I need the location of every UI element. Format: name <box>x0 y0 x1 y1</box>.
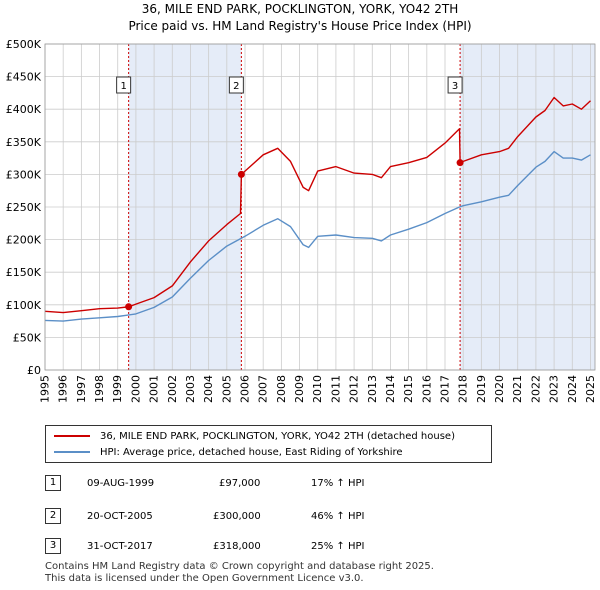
hpi-series-line <box>44 150 591 322</box>
y-tick-label: £450K <box>6 71 42 84</box>
transaction-date: 20-OCT-2005 <box>87 511 153 522</box>
x-tick-label: 2009 <box>293 375 306 403</box>
x-tick-label: 2017 <box>439 375 452 403</box>
transaction-date: 31-OCT-2017 <box>87 541 153 552</box>
y-tick-label: £100K <box>6 299 42 312</box>
x-tick-label: 2015 <box>402 375 415 403</box>
y-tick-label: £200K <box>6 234 42 247</box>
x-tick-label: 2005 <box>220 375 233 403</box>
sale-label-3: 3 <box>452 81 458 92</box>
x-tick-label: 2013 <box>366 375 379 403</box>
x-tick-label: 2003 <box>184 375 197 403</box>
x-tick-label: 2023 <box>548 375 561 403</box>
y-tick-label: £150K <box>6 266 42 279</box>
x-tick-label: 2020 <box>493 375 506 403</box>
sale-point-1 <box>125 303 133 311</box>
x-tick-label: 2010 <box>311 375 324 403</box>
y-tick-label: £400K <box>6 103 42 116</box>
x-tick-label: 1996 <box>57 375 70 403</box>
sale-label-box-2 <box>228 76 244 94</box>
transaction-hpi: 17% ↑ HPI <box>311 478 365 489</box>
chart-subtitle: Price paid vs. HM Land Registry's House … <box>128 19 472 33</box>
legend-swatch-hpi <box>54 451 90 453</box>
x-tick-label: 2000 <box>129 375 142 403</box>
x-tick-label: 2019 <box>475 375 488 403</box>
chart-legend: 36, MILE END PARK, POCKLINGTON, YORK, YO… <box>45 425 492 463</box>
sale-label-1: 1 <box>120 81 126 92</box>
sale-point-3 <box>456 159 464 167</box>
x-tick-label: 2011 <box>329 375 342 403</box>
x-tick-label: 2024 <box>566 375 579 403</box>
x-tick-label: 1995 <box>39 375 52 403</box>
transaction-number: 2 <box>45 508 61 524</box>
legend-label-property: 36, MILE END PARK, POCKLINGTON, YORK, YO… <box>100 430 455 442</box>
x-tick-label: 2001 <box>148 375 161 403</box>
y-tick-label: £500K <box>6 38 42 51</box>
y-tick-label: £0 <box>27 364 41 377</box>
legend-item-property: 36, MILE END PARK, POCKLINGTON, YORK, YO… <box>54 428 455 444</box>
x-tick-label: 2022 <box>529 375 542 403</box>
sale-point-2 <box>237 170 245 178</box>
sale-label-box-3 <box>447 76 463 94</box>
transaction-hpi: 46% ↑ HPI <box>311 511 365 522</box>
price-chart: £0 £50K £100K £150K £200K £250K £300K £350K £400… <box>6 38 597 403</box>
transaction-price: £318,000 <box>213 541 261 552</box>
sale-label-2: 2 <box>233 81 239 92</box>
transaction-number: 1 <box>45 475 61 491</box>
x-tick-label: 1997 <box>75 375 88 403</box>
chart-title: 36, MILE END PARK, POCKLINGTON, YORK, YO… <box>141 2 459 16</box>
legend-label-hpi: HPI: Average price, detached house, East… <box>100 446 403 458</box>
y-tick-label: £350K <box>6 136 42 149</box>
footer-copyright: Contains HM Land Registry data © Crown c… <box>45 561 434 572</box>
property-series-line <box>44 96 591 314</box>
footer-license: This data is licensed under the Open Gov… <box>45 573 364 584</box>
y-tick-label: £300K <box>6 168 42 181</box>
transaction-hpi: 25% ↑ HPI <box>311 541 365 552</box>
x-tick-label: 1999 <box>111 375 124 403</box>
x-tick-label: 2007 <box>257 375 270 403</box>
y-tick-label: £50K <box>13 331 42 344</box>
x-tick-label: 2002 <box>166 375 179 403</box>
sale-label-box-1 <box>116 76 132 94</box>
x-tick-label: 2012 <box>348 375 361 403</box>
transaction-price: £97,000 <box>219 478 261 489</box>
legend-item-hpi: HPI: Average price, detached house, East… <box>54 444 403 460</box>
x-tick-label: 1998 <box>93 375 106 403</box>
x-tick-label: 2004 <box>202 375 215 403</box>
transaction-date: 09-AUG-1999 <box>87 478 155 489</box>
x-tick-label: 2025 <box>584 375 597 403</box>
plot-border <box>44 43 596 371</box>
transaction-number: 3 <box>45 538 61 554</box>
legend-swatch-property <box>54 435 90 437</box>
y-tick-label: £250K <box>6 201 42 214</box>
x-tick-label: 2014 <box>384 375 397 403</box>
transaction-price: £300,000 <box>213 511 261 522</box>
x-tick-label: 2016 <box>420 375 433 403</box>
x-tick-label: 2006 <box>239 375 252 403</box>
x-tick-label: 2021 <box>511 375 524 403</box>
x-tick-label: 2008 <box>275 375 288 403</box>
x-tick-label: 2018 <box>457 375 470 403</box>
